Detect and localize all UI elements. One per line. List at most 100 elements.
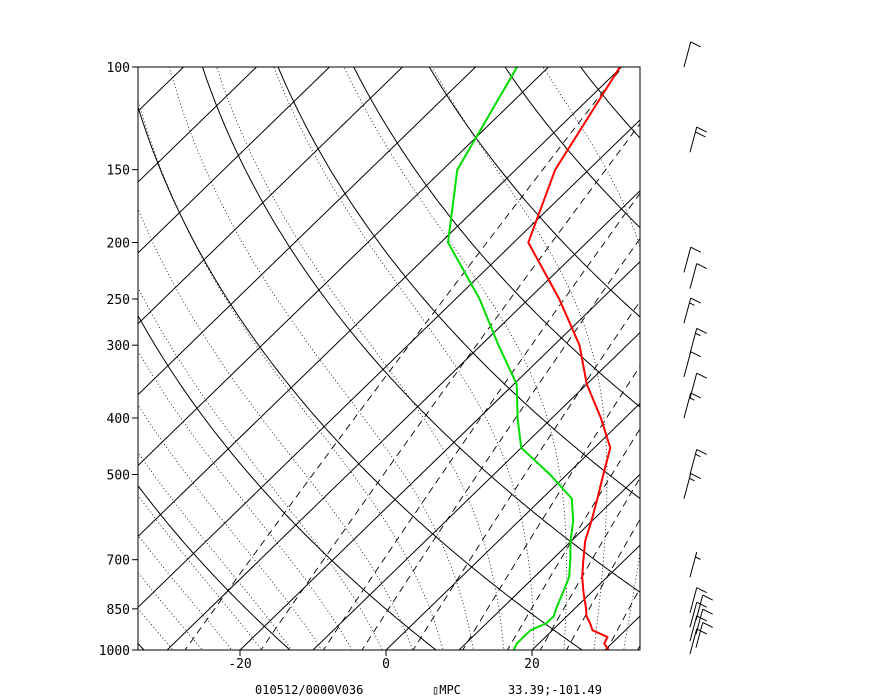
wind-barb-flag <box>690 392 701 399</box>
pressure-tick-label: 200 <box>107 237 130 252</box>
wind-barb-staff <box>689 602 698 628</box>
moist-adiabat-line <box>138 608 174 650</box>
wind-barb-staff <box>689 263 698 289</box>
dry-adiabat-line <box>138 642 145 650</box>
wind-barb-flag <box>696 448 707 455</box>
wind-barb-flag <box>702 622 713 628</box>
mixing-ratio-line <box>539 477 640 650</box>
wind-barb <box>683 246 701 273</box>
wind-barb-flag <box>690 41 701 48</box>
isotherm-line <box>138 67 404 325</box>
pressure-tick-label: 850 <box>107 603 130 618</box>
moist-adiabat-line <box>138 642 145 650</box>
mixing-ratio-line <box>361 237 640 650</box>
pressure-tick-label: 500 <box>107 468 130 483</box>
moist-adiabat-line <box>138 572 203 650</box>
wind-barb-half-flag <box>689 302 695 306</box>
wind-barb <box>689 601 707 628</box>
isotherm-line <box>138 67 258 183</box>
dry-adiabat-line <box>138 314 437 650</box>
isotherm-line <box>604 615 640 650</box>
moist-adiabat-line <box>138 494 263 650</box>
isotherm-line <box>166 190 640 650</box>
wind-barb-flag <box>690 473 701 479</box>
dry-adiabat-line <box>579 67 640 139</box>
wind-barb-staff <box>683 351 692 377</box>
temperature-axis: -20 0 20 <box>228 650 540 672</box>
wind-barb-staff <box>683 41 692 68</box>
wind-barb <box>689 372 707 399</box>
moist-adiabat-line <box>168 67 474 650</box>
wind-barb-staff <box>689 449 698 475</box>
isotherm-line <box>138 67 623 538</box>
moist-adiabat-line <box>138 207 414 650</box>
moist-adiabat-line <box>138 534 233 650</box>
wind-barb-staff <box>683 297 692 324</box>
wind-barb-flag <box>696 372 707 379</box>
wind-barb-column <box>683 41 713 655</box>
wind-barb-staff <box>689 373 698 399</box>
wind-barb-half-flag <box>695 332 701 337</box>
mixing-ratio-line <box>412 300 640 650</box>
moist-adiabat-line <box>216 67 505 650</box>
pressure-tick-label: 400 <box>107 412 130 427</box>
temperature-tick-label: 0 <box>382 657 390 672</box>
dry-adiabat-line <box>277 67 640 500</box>
wind-barb-staff <box>689 628 698 655</box>
dry-adiabat-line <box>353 67 640 408</box>
isotherm-line <box>458 473 640 650</box>
wind-barb-staff <box>689 126 698 153</box>
wind-barb-staff <box>689 551 698 578</box>
isotherm-line <box>385 402 640 650</box>
isotherm-line <box>531 544 640 650</box>
isotherm-line <box>138 67 185 112</box>
wind-barb-half-flag <box>689 477 695 482</box>
pressure-tick-label: 250 <box>107 293 130 308</box>
footer-source: ▯MPC <box>432 683 461 697</box>
pressure-tick-label: 700 <box>107 554 130 569</box>
mixing-ratio-line <box>322 192 640 650</box>
dry-adiabat-line <box>428 67 640 318</box>
mixing-ratio-line <box>668 54 896 662</box>
wind-barb-flag <box>695 131 706 138</box>
pressure-tick-label: 300 <box>107 339 130 354</box>
wind-barb-staff <box>689 328 698 354</box>
wind-barb <box>683 297 701 324</box>
wind-barb-flag <box>702 608 713 615</box>
wind-barb <box>683 473 701 499</box>
wind-barb-staff <box>683 392 692 419</box>
pressure-tick-label: 1000 <box>99 644 130 659</box>
temperature-tick-label: -20 <box>228 657 251 672</box>
moist-adiabat-line <box>343 67 568 650</box>
wind-barb-half-flag <box>695 556 701 560</box>
isotherm-line <box>665 54 896 662</box>
moist-adiabat-line <box>138 404 323 650</box>
dry-adiabat-line <box>869 54 896 662</box>
isotherm-line <box>138 67 550 467</box>
wind-barb <box>689 448 707 475</box>
pressure-tick-label: 150 <box>107 164 130 179</box>
wind-barb-flag <box>696 263 707 269</box>
wind-barb <box>689 263 707 289</box>
wind-barb-flag <box>696 587 707 594</box>
mixing-ratio-line <box>260 123 640 650</box>
mixing-ratio-line <box>462 365 640 650</box>
isotherm-line <box>738 54 896 662</box>
moist-adiabat-line <box>273 67 535 650</box>
wind-barb-staff <box>695 609 704 635</box>
background-grid <box>0 54 896 662</box>
wind-barb <box>689 587 707 613</box>
temperature-tick-label: 20 <box>524 657 540 672</box>
wind-barb <box>689 551 701 578</box>
wind-barb <box>695 608 713 635</box>
dry-adiabat-line <box>138 484 291 650</box>
wind-barb-half-flag <box>695 453 701 458</box>
wind-barb-staff <box>683 247 692 273</box>
wind-barb <box>683 392 701 419</box>
dry-adiabat-line <box>720 54 896 662</box>
wind-barb <box>683 351 701 377</box>
isotherm-line <box>811 54 896 662</box>
isotherm-line <box>0 54 51 662</box>
temperature-profile <box>527 67 621 650</box>
